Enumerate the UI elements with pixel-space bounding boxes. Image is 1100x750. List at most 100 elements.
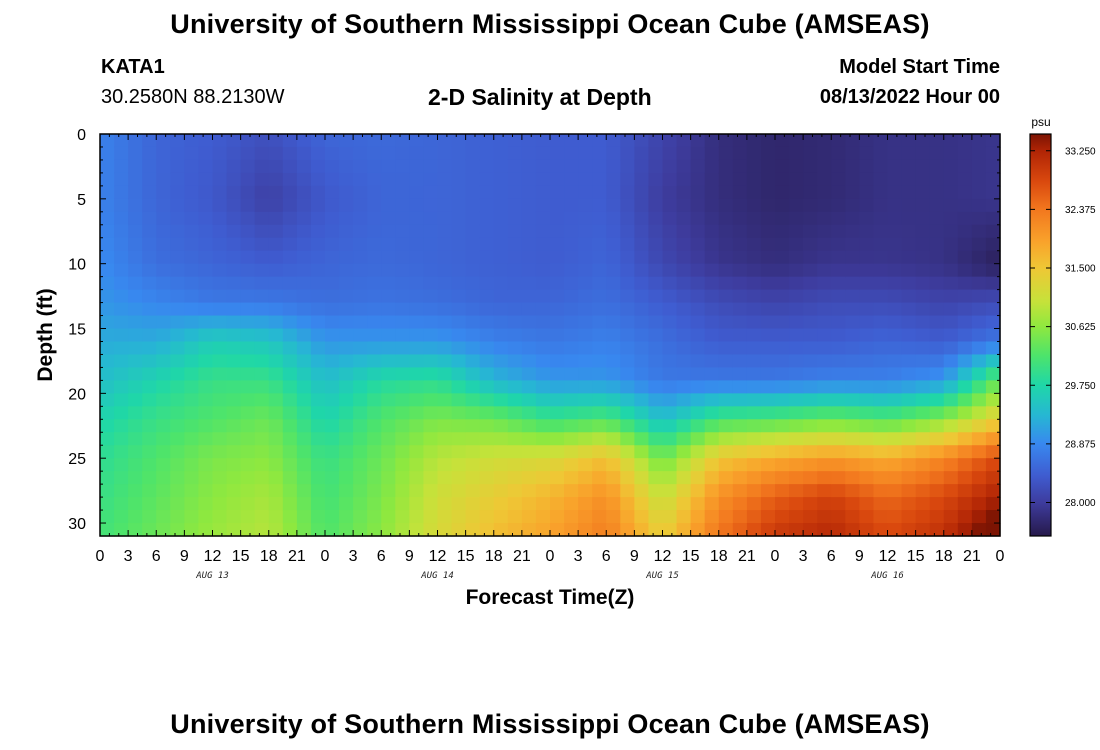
heatmap-cell	[535, 315, 551, 330]
heatmap-cell	[212, 146, 228, 161]
heatmap-cell	[212, 393, 228, 407]
heatmap-cell	[746, 224, 762, 239]
heatmap-cell	[353, 523, 368, 537]
heatmap-cell	[564, 471, 579, 485]
heatmap-cell	[507, 484, 523, 498]
heatmap-cell	[240, 523, 256, 537]
heatmap-cell	[226, 367, 242, 381]
heatmap-cell	[789, 237, 804, 252]
heatmap-cell	[310, 211, 326, 226]
heatmap-cell	[535, 328, 551, 343]
heatmap-cell	[198, 146, 214, 161]
heatmap-cell	[507, 159, 523, 174]
heatmap-cell	[423, 419, 439, 433]
heatmap-cell	[634, 250, 650, 265]
heatmap-cell	[732, 289, 748, 304]
heatmap-cell	[465, 497, 481, 511]
heatmap-cell	[170, 250, 185, 265]
heatmap-cell	[803, 367, 818, 381]
heatmap-cell	[817, 354, 832, 369]
heatmap-cell	[296, 198, 312, 213]
heatmap-cell	[606, 211, 621, 226]
heatmap-cell	[943, 315, 959, 330]
heatmap-cell	[128, 276, 143, 291]
heatmap-cell	[971, 276, 987, 291]
heatmap-cell	[451, 458, 467, 472]
heatmap-cell	[507, 224, 523, 239]
heatmap-cell	[957, 276, 973, 291]
heatmap-cell	[620, 367, 635, 381]
heatmap-cell	[746, 471, 762, 485]
heatmap-cell	[943, 523, 959, 537]
heatmap-cell	[578, 146, 593, 161]
heatmap-cell	[437, 134, 453, 148]
heatmap-cell	[198, 406, 214, 420]
heatmap-cell	[718, 341, 734, 356]
heatmap-cell	[367, 276, 382, 291]
heatmap-cell	[226, 406, 242, 420]
heatmap-cell	[732, 484, 748, 498]
heatmap-cell	[296, 276, 312, 291]
heatmap-cell	[339, 445, 354, 459]
heatmap-cell	[760, 315, 776, 330]
heatmap-cell	[634, 406, 650, 420]
heatmap-cell	[592, 367, 607, 381]
heatmap-cell	[339, 237, 354, 252]
heatmap-cell	[437, 276, 453, 291]
heatmap-cell	[718, 185, 734, 200]
heatmap-cell	[845, 458, 860, 472]
heatmap-cell	[606, 445, 621, 459]
heatmap-cell	[507, 263, 523, 278]
heatmap-cell	[100, 289, 115, 304]
heatmap-cell	[732, 432, 748, 446]
heatmap-cell	[339, 198, 354, 213]
heatmap-cell	[437, 328, 453, 343]
heatmap-cell	[268, 237, 284, 252]
heatmap-cell	[915, 198, 931, 213]
heatmap-cell	[170, 276, 185, 291]
heatmap-cell	[648, 484, 664, 498]
heatmap-cell	[620, 237, 635, 252]
heatmap-cell	[704, 134, 720, 148]
heatmap-cell	[325, 276, 340, 291]
heatmap-cell	[648, 393, 664, 407]
heatmap-cell	[465, 276, 481, 291]
heatmap-cell	[353, 289, 368, 304]
heatmap-cell	[142, 172, 157, 187]
heatmap-cell	[845, 237, 860, 252]
heatmap-cell	[690, 458, 706, 472]
heatmap-cell	[409, 341, 425, 356]
heatmap-cell	[212, 471, 228, 485]
heatmap-cell	[775, 159, 790, 174]
heatmap-cell	[746, 497, 762, 511]
heatmap-cell	[198, 393, 214, 407]
heatmap-cell	[451, 445, 467, 459]
heatmap-cell	[507, 302, 523, 317]
heatmap-cell	[943, 146, 959, 161]
heatmap-cell	[339, 523, 354, 537]
heatmap-cell	[114, 354, 129, 369]
heatmap-cell	[395, 159, 410, 174]
heatmap-cell	[535, 380, 551, 394]
heatmap-cell	[578, 263, 593, 278]
heatmap-cell	[817, 406, 832, 420]
heatmap-cell	[775, 497, 790, 511]
heatmap-cell	[310, 172, 326, 187]
heatmap-cell	[114, 367, 129, 381]
heatmap-cell	[775, 458, 790, 472]
heatmap-cell	[128, 471, 143, 485]
heatmap-cell	[128, 445, 143, 459]
heatmap-cell	[845, 224, 860, 239]
heatmap-cell	[423, 393, 439, 407]
heatmap-cell	[325, 510, 340, 524]
heatmap-cell	[282, 315, 298, 330]
heatmap-cell	[268, 523, 284, 537]
heatmap-cell	[789, 146, 804, 161]
heatmap-cell	[367, 134, 382, 148]
heatmap-cell	[971, 159, 987, 174]
heatmap-cell	[704, 406, 720, 420]
heatmap-cell	[142, 134, 157, 148]
heatmap-cell	[381, 380, 396, 394]
heatmap-cell	[142, 289, 157, 304]
heatmap-cell	[339, 458, 354, 472]
